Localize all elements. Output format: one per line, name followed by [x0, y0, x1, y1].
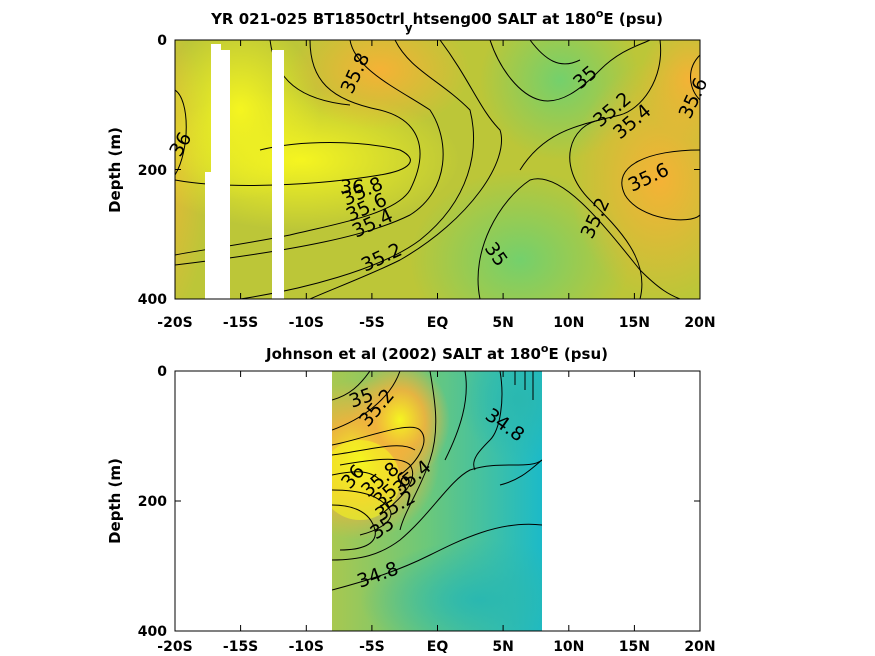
x-tick-label: EQ — [427, 315, 449, 331]
x-tick-label: 10N — [553, 639, 584, 655]
x-tick-label: -20S — [157, 639, 192, 655]
top-panel: YR 021-025 BT1850ctrlyhtseng00 SALT at 1… — [106, 7, 716, 331]
bottom-heatmap — [332, 371, 542, 631]
bottom-x-tick-labels: -20S -15S -10S -5S EQ 5N 10N 15N 20N — [157, 639, 715, 655]
y-tick-label: 200 — [138, 494, 167, 510]
x-tick-label: -20S — [157, 315, 192, 331]
x-tick-label: 5N — [492, 639, 513, 655]
x-tick-label: -5S — [359, 315, 385, 331]
x-tick-label: -5S — [359, 639, 385, 655]
top-x-tick-labels: -20S -15S -10S -5S EQ 5N 10N 15N 20N — [157, 315, 715, 331]
y-tick-label: 400 — [138, 624, 167, 640]
top-contour-label: 36 — [340, 176, 364, 198]
top-mask-2 — [205, 172, 213, 299]
top-y-axis-label: Depth (m) — [106, 127, 124, 213]
x-tick-label: 5N — [492, 315, 513, 331]
top-y-tick-labels: 0 200 400 — [138, 33, 167, 308]
top-y-ticks — [175, 39, 700, 300]
bottom-contour-labels: 35 35.2 34.8 36 35.8 35.6 35.4 35.2 35 3… — [337, 384, 528, 593]
top-title: YR 021-025 BT1850ctrlyhtseng00 SALT at 1… — [210, 7, 663, 35]
y-tick-label: 200 — [138, 163, 167, 179]
y-tick-label: 400 — [138, 292, 167, 308]
bottom-y-ticks — [175, 370, 700, 632]
x-tick-label: 10N — [553, 315, 584, 331]
top-mask-4 — [272, 50, 284, 299]
top-x-ticks — [174, 40, 701, 299]
x-tick-label: 20N — [684, 639, 715, 655]
top-mask-3 — [221, 50, 230, 299]
y-tick-label: 0 — [157, 364, 167, 380]
x-tick-label: -10S — [289, 639, 324, 655]
top-heatmap — [175, 40, 700, 299]
bottom-title: Johnson et al (2002) SALT at 180oE (psu) — [265, 342, 608, 363]
x-tick-label: EQ — [427, 639, 449, 655]
bottom-x-ticks — [174, 371, 701, 631]
bottom-panel: Johnson et al (2002) SALT at 180oE (psu) — [106, 342, 716, 655]
x-tick-label: 15N — [619, 639, 650, 655]
x-tick-label: -10S — [289, 315, 324, 331]
x-tick-label: -15S — [223, 639, 258, 655]
top-mask-1 — [211, 44, 221, 299]
x-tick-label: 15N — [619, 315, 650, 331]
y-tick-label: 0 — [157, 33, 167, 49]
x-tick-label: -15S — [223, 315, 258, 331]
x-tick-label: 20N — [684, 315, 715, 331]
bottom-y-axis-label: Depth (m) — [106, 458, 124, 544]
bottom-y-tick-labels: 0 200 400 — [138, 364, 167, 640]
